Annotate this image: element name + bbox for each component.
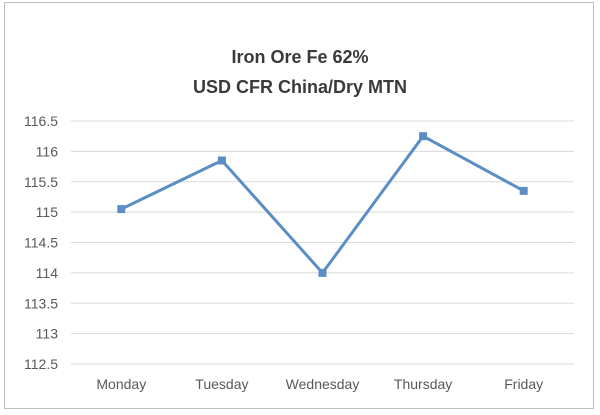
x-tick-label: Friday (504, 376, 543, 392)
chart-title-line-2: USD CFR China/Dry MTN (192, 77, 407, 97)
chart-title-line-1: Iron Ore Fe 62% (231, 47, 369, 67)
x-tick-label: Wednesday (286, 376, 360, 392)
data-point-marker (117, 205, 126, 214)
data-point-marker (519, 186, 528, 195)
x-tick-label: Monday (96, 376, 146, 392)
y-tick-label: 114.5 (24, 235, 58, 251)
data-point-marker (318, 268, 327, 277)
y-tick-label: 112.5 (24, 356, 58, 372)
x-tick-label: Thursday (394, 376, 452, 392)
y-tick-label: 113 (36, 326, 59, 342)
y-tick-label: 115 (36, 204, 59, 220)
data-point-marker (217, 156, 226, 165)
x-tick-label: Tuesday (195, 376, 248, 392)
series-line (120, 134, 525, 275)
y-tick-label: 114 (36, 265, 59, 281)
y-tick-label: 113.5 (24, 295, 58, 311)
y-tick-label: 116.5 (24, 113, 58, 129)
data-point-marker (419, 132, 428, 141)
y-tick-label: 116 (36, 143, 59, 159)
chart-frame (4, 2, 594, 409)
y-tick-label: 115.5 (24, 174, 58, 190)
